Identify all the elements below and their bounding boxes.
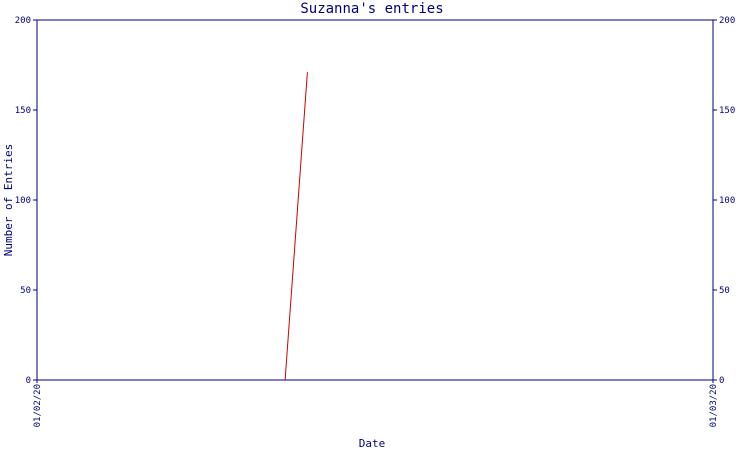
- y-axis-label: Number of Entries: [2, 144, 15, 257]
- y-tick-label-right: 100: [719, 196, 735, 206]
- y-tick-label-left: 200: [15, 16, 31, 26]
- x-axis: 01/02/20 01/03/20: [33, 380, 719, 427]
- y-tick-label-right: 50: [719, 286, 730, 296]
- x-tick-label: 01/03/20: [709, 384, 719, 427]
- y-axis-right: 0 50 100 150 200: [713, 16, 735, 386]
- y-axis-left: 0 50 100 150 200: [15, 16, 37, 386]
- y-tick-label-right: 0: [719, 376, 724, 386]
- chart-title: Suzanna's entries: [300, 1, 443, 17]
- series-layer: [284, 72, 308, 381]
- y-tick-label-right: 200: [719, 16, 735, 26]
- y-tick-label-left: 100: [15, 196, 31, 206]
- series-line: [284, 72, 308, 381]
- y-tick-label-left: 0: [26, 376, 31, 386]
- y-tick-label-right: 150: [719, 106, 735, 116]
- y-tick-label-left: 150: [15, 106, 31, 116]
- y-tick-label-left: 50: [20, 286, 31, 296]
- plot-area: [36, 19, 714, 381]
- x-tick-label: 01/02/20: [33, 384, 43, 427]
- x-axis-label: Date: [359, 437, 386, 450]
